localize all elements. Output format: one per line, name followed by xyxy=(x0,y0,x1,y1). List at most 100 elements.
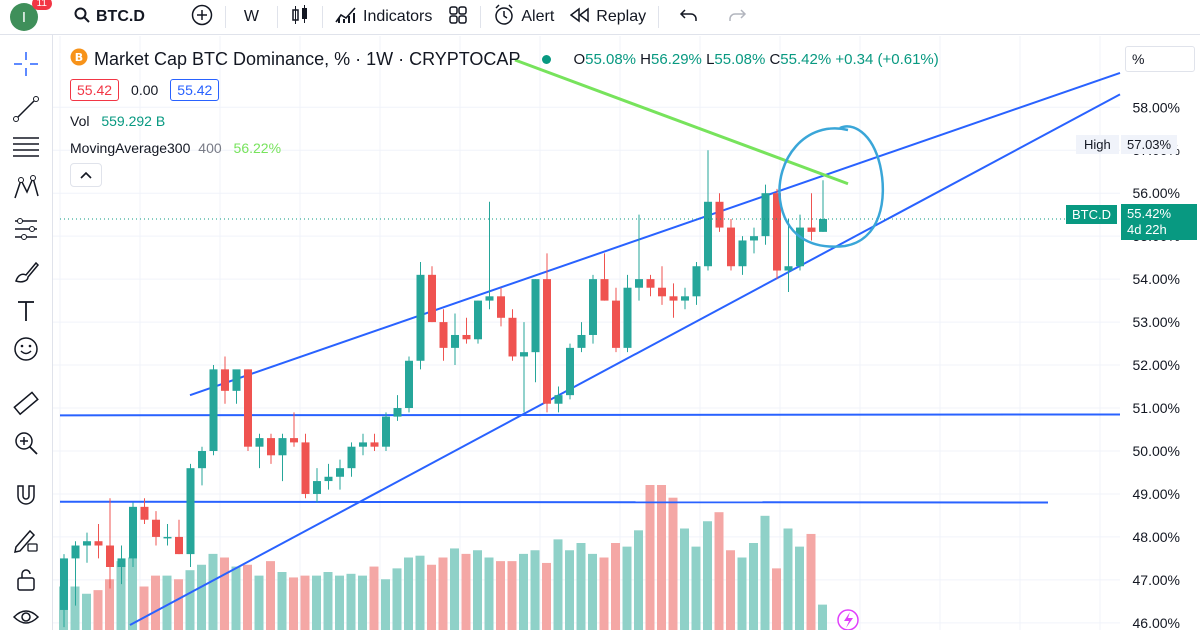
magnet-icon[interactable] xyxy=(10,480,42,512)
volume-bar xyxy=(726,550,735,630)
forecast-icon[interactable] xyxy=(10,213,42,245)
volume-bar xyxy=(795,546,804,630)
sell-price-button[interactable]: 55.42 xyxy=(70,79,120,101)
candle-body xyxy=(152,519,160,537)
volume-value: 559.292 B xyxy=(101,113,166,129)
candle-body xyxy=(428,274,436,323)
candle-body xyxy=(117,558,126,567)
candle-body xyxy=(163,536,172,539)
undo-button[interactable] xyxy=(671,0,707,34)
emoji-icon[interactable] xyxy=(10,333,42,365)
grid-icon xyxy=(448,5,468,30)
indicators-button[interactable]: Indicators xyxy=(327,0,440,34)
collapse-legend-button[interactable] xyxy=(70,163,102,187)
volume-bar xyxy=(312,575,321,630)
indicators-icon xyxy=(335,6,357,29)
volume-bar xyxy=(197,564,206,630)
chart-type-button[interactable] xyxy=(282,0,318,34)
zoom-in-icon[interactable] xyxy=(10,427,42,459)
spread-value: 0.00 xyxy=(131,82,159,98)
fib-retracement-icon[interactable] xyxy=(10,131,42,163)
candle-body xyxy=(221,369,229,391)
replay-label: Replay xyxy=(596,8,647,25)
alert-button[interactable]: Alert xyxy=(485,0,562,34)
symbol-search-button[interactable]: BTC.D xyxy=(66,0,153,34)
pattern-icon[interactable] xyxy=(10,172,42,204)
candle-body xyxy=(796,227,804,267)
candle-body xyxy=(807,227,816,232)
candle-body xyxy=(439,322,448,348)
replay-button[interactable]: Replay xyxy=(562,0,654,34)
text-tool-icon[interactable] xyxy=(10,295,42,327)
divider xyxy=(658,6,660,28)
buy-price-button[interactable]: 55.42 xyxy=(170,79,220,101)
candle-body xyxy=(669,296,678,301)
high-tag-value: 57.03% xyxy=(1121,135,1178,154)
volume-bar xyxy=(93,590,103,630)
interval-button[interactable]: W xyxy=(230,0,273,34)
crosshair-icon[interactable] xyxy=(10,48,42,80)
compare-symbol-button[interactable] xyxy=(183,0,221,34)
bar-countdown: 4d 22h xyxy=(1127,222,1167,237)
candle-body xyxy=(232,369,241,391)
volume-bar xyxy=(82,593,91,630)
candle-body xyxy=(83,541,91,546)
volume-bar xyxy=(691,546,701,630)
candle-body xyxy=(255,438,264,447)
volume-bar xyxy=(496,561,505,630)
avatar[interactable]: I 11 xyxy=(10,0,52,31)
volume-bar xyxy=(611,543,620,630)
volume-bar xyxy=(760,515,770,630)
trend-line-upper xyxy=(189,71,1121,397)
volume-bar xyxy=(599,557,609,630)
candle-body xyxy=(497,296,505,318)
candle-body xyxy=(462,334,471,340)
moving-average-legend[interactable]: MovingAverage300 400 56.22% xyxy=(70,140,281,156)
ruler-icon[interactable] xyxy=(10,388,42,420)
volume-bar xyxy=(737,557,747,630)
lock-pencil-icon[interactable] xyxy=(10,523,42,555)
volume-bar xyxy=(300,575,310,630)
volume-bar xyxy=(151,575,160,630)
volume-bar xyxy=(392,568,402,630)
candle-body xyxy=(324,476,333,482)
volume-bar xyxy=(369,566,379,630)
layouts-button[interactable] xyxy=(440,0,476,34)
candles-icon xyxy=(290,4,310,30)
divider xyxy=(224,6,226,28)
volume-bar xyxy=(346,573,356,630)
lock-icon[interactable] xyxy=(10,563,42,595)
alert-label: Alert xyxy=(521,8,555,25)
brush-icon[interactable] xyxy=(10,255,42,287)
price-axis-tick: 51.00% xyxy=(1133,400,1180,416)
volume-bar xyxy=(806,533,816,630)
candle-body xyxy=(750,236,758,241)
volume-bar xyxy=(588,553,597,630)
ohlc-values: O55.08% H56.29% L55.08% C55.42% +0.34 (+… xyxy=(573,51,938,68)
candle-body xyxy=(589,279,597,335)
trend-line-icon[interactable] xyxy=(10,93,42,125)
rewind-icon xyxy=(570,7,590,28)
volume-bar xyxy=(427,564,436,630)
candle-body xyxy=(94,541,103,546)
eye-icon[interactable] xyxy=(10,601,42,633)
candle-body xyxy=(577,334,586,348)
chart-legend-title[interactable]: B Market Cap BTC Dominance, % · 1W · CRY… xyxy=(70,48,939,71)
volume-bar xyxy=(162,575,172,630)
candle-body xyxy=(278,438,287,456)
candle-body xyxy=(646,279,655,288)
volume-legend[interactable]: Vol 559.292 B xyxy=(70,113,165,129)
close-value: 55.42% xyxy=(780,51,832,68)
high-label: H xyxy=(640,51,652,68)
scale-mode-button[interactable]: % xyxy=(1125,46,1195,72)
candle-body xyxy=(336,468,344,477)
ma-label: MovingAverage300 xyxy=(70,140,191,156)
volume-bar xyxy=(335,575,344,630)
divider xyxy=(480,6,482,28)
volume-bar xyxy=(116,561,126,630)
volume-bar xyxy=(358,575,367,630)
support-line xyxy=(59,413,1121,417)
candle-body xyxy=(301,442,310,494)
redo-button[interactable] xyxy=(719,0,755,34)
